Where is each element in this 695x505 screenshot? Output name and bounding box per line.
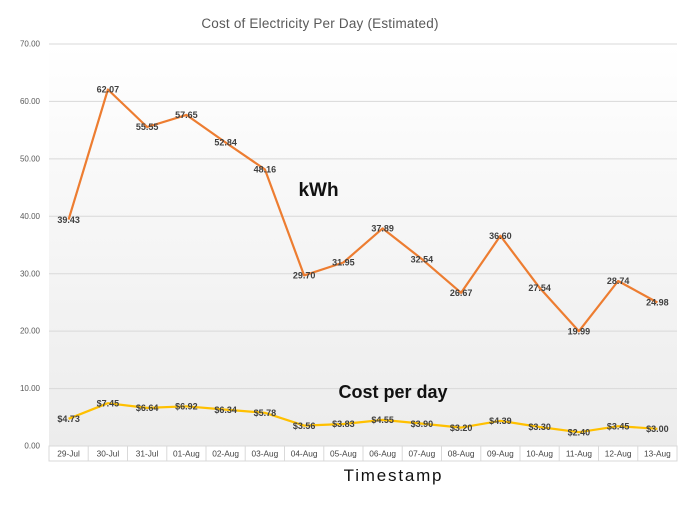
svg-text:$4.55: $4.55 bbox=[371, 415, 394, 425]
svg-text:$3.30: $3.30 bbox=[528, 422, 551, 432]
svg-text:29-Jul: 29-Jul bbox=[57, 449, 80, 459]
svg-text:03-Aug: 03-Aug bbox=[252, 449, 279, 459]
svg-text:$3.45: $3.45 bbox=[607, 421, 630, 431]
svg-text:28.74: 28.74 bbox=[607, 276, 630, 286]
svg-text:11-Aug: 11-Aug bbox=[566, 449, 593, 459]
svg-text:29.70: 29.70 bbox=[293, 271, 316, 281]
svg-text:24.98: 24.98 bbox=[646, 298, 669, 308]
svg-text:$2.40: $2.40 bbox=[568, 427, 591, 437]
svg-text:$7.45: $7.45 bbox=[97, 398, 120, 408]
svg-text:$3.20: $3.20 bbox=[450, 423, 473, 433]
svg-text:Timestamp: Timestamp bbox=[344, 466, 444, 485]
svg-text:$4.39: $4.39 bbox=[489, 416, 512, 426]
svg-text:31.95: 31.95 bbox=[332, 258, 355, 268]
svg-text:60.00: 60.00 bbox=[20, 97, 41, 106]
svg-text:$6.64: $6.64 bbox=[136, 403, 159, 413]
svg-text:26.67: 26.67 bbox=[450, 288, 473, 298]
svg-text:08-Aug: 08-Aug bbox=[448, 449, 475, 459]
svg-text:Cost of Electricity Per Day (E: Cost of Electricity Per Day (Estimated) bbox=[201, 16, 438, 31]
svg-text:05-Aug: 05-Aug bbox=[330, 449, 357, 459]
svg-text:62.07: 62.07 bbox=[97, 85, 120, 95]
svg-text:kWh: kWh bbox=[298, 180, 338, 201]
svg-text:30.00: 30.00 bbox=[20, 269, 41, 278]
svg-text:01-Aug: 01-Aug bbox=[173, 449, 200, 459]
svg-text:13-Aug: 13-Aug bbox=[644, 449, 671, 459]
svg-text:27.54: 27.54 bbox=[528, 283, 551, 293]
svg-text:10.00: 10.00 bbox=[20, 384, 41, 393]
svg-text:$6.34: $6.34 bbox=[214, 405, 237, 415]
svg-text:10-Aug: 10-Aug bbox=[526, 449, 553, 459]
svg-text:$4.73: $4.73 bbox=[57, 414, 80, 424]
svg-text:$5.78: $5.78 bbox=[254, 408, 277, 418]
svg-text:52.84: 52.84 bbox=[214, 138, 237, 148]
svg-text:37.89: 37.89 bbox=[371, 224, 394, 234]
svg-text:$6.92: $6.92 bbox=[175, 402, 198, 412]
svg-text:0.00: 0.00 bbox=[24, 442, 40, 451]
svg-text:$3.56: $3.56 bbox=[293, 421, 316, 431]
svg-text:55.55: 55.55 bbox=[136, 122, 159, 132]
svg-text:$3.00: $3.00 bbox=[646, 424, 669, 434]
svg-text:50.00: 50.00 bbox=[20, 155, 41, 164]
svg-text:07-Aug: 07-Aug bbox=[409, 449, 436, 459]
svg-text:12-Aug: 12-Aug bbox=[605, 449, 632, 459]
svg-text:$3.83: $3.83 bbox=[332, 419, 355, 429]
svg-text:$3.90: $3.90 bbox=[411, 419, 434, 429]
svg-text:04-Aug: 04-Aug bbox=[291, 449, 318, 459]
svg-text:31-Jul: 31-Jul bbox=[136, 449, 159, 459]
svg-text:20.00: 20.00 bbox=[20, 327, 41, 336]
svg-text:19.99: 19.99 bbox=[568, 326, 591, 336]
svg-text:32.54: 32.54 bbox=[411, 254, 434, 264]
svg-text:36.60: 36.60 bbox=[489, 231, 512, 241]
svg-text:39.43: 39.43 bbox=[57, 215, 80, 225]
svg-text:02-Aug: 02-Aug bbox=[212, 449, 239, 459]
svg-text:Cost per day: Cost per day bbox=[338, 382, 447, 402]
svg-text:40.00: 40.00 bbox=[20, 212, 41, 221]
svg-text:70.00: 70.00 bbox=[20, 40, 41, 49]
svg-text:57.65: 57.65 bbox=[175, 110, 198, 120]
svg-text:06-Aug: 06-Aug bbox=[369, 449, 396, 459]
svg-text:30-Jul: 30-Jul bbox=[97, 449, 120, 459]
svg-text:48.16: 48.16 bbox=[254, 165, 277, 175]
svg-text:09-Aug: 09-Aug bbox=[487, 449, 514, 459]
